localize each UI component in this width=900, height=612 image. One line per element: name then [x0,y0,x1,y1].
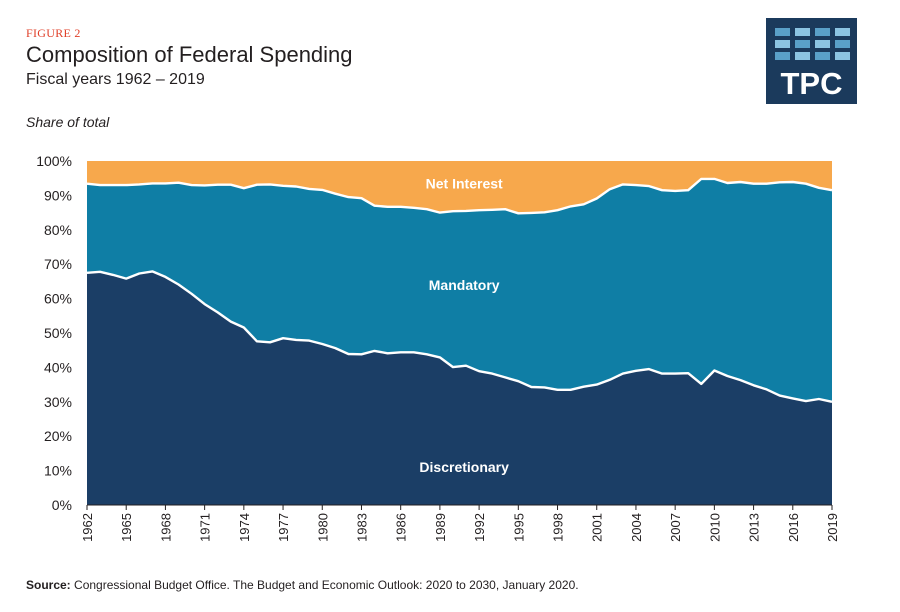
source-label: Source: [26,578,71,592]
x-tick-label: 1995 [511,513,526,542]
x-tick-label: 2007 [668,513,683,542]
mandatory-boundary-line [86,177,833,215]
logo-square [775,28,790,36]
figure-label: FIGURE 2 [26,26,81,40]
y-tick-label: 50% [44,325,72,341]
y-tick-label: 40% [44,359,72,375]
y-tick-label: 0% [52,497,72,513]
y-tick-label: 80% [44,222,72,238]
area-net-interest [87,161,832,214]
logo-grid-icon [775,28,850,60]
y-tick-label: 20% [44,428,72,444]
discretionary-boundary-line [86,270,833,403]
area-label-mandatory: Mandatory [429,277,500,293]
logo-square [815,52,830,60]
x-tick-label: 2013 [747,513,762,542]
area-discretionary [87,271,832,505]
area-mandatory [87,178,832,402]
x-tick-label: 1998 [551,513,566,542]
chart-title: Composition of Federal Spending [26,42,353,67]
x-tick-label: 1962 [80,513,95,542]
y-tick-label: 30% [44,394,72,410]
y-tick-labels: 0% 10% 20% 30% 40% 50% 60% 70% 80% 90% 100% [36,153,72,513]
y-tick-label: 90% [44,187,72,203]
x-tick-label: 1986 [394,513,409,542]
y-tick-label: 100% [36,153,72,169]
area-label-discretionary: Discretionary [419,459,509,475]
x-tick-label: 2016 [786,513,801,542]
x-tick-label: 1974 [237,513,252,542]
x-tick-label: 1989 [433,513,448,542]
x-tick-label: 2010 [707,513,722,542]
logo-square [795,52,810,60]
logo-square [835,28,850,36]
x-tick-label: 1968 [158,513,173,542]
x-tick-label: 2001 [590,513,605,542]
x-tick-label: 2019 [825,513,840,542]
logo-text: TPC [781,66,843,101]
x-tick-labels: 1962 1965 1968 1971 1974 1977 1980 1983 1986 1989… [80,513,840,542]
logo-square [775,52,790,60]
source-note: Source: Congressional Budget Office. The… [26,578,579,592]
x-tick-label: 1977 [276,513,291,542]
x-tick-label: 1971 [198,513,213,542]
logo-square [775,40,790,48]
x-tick-label: 2004 [629,513,644,542]
y-tick-label: 10% [44,463,72,479]
logo-square [795,40,810,48]
x-tick-label: 1980 [315,513,330,542]
source-text: Congressional Budget Office. The Budget … [70,578,579,592]
x-tick-label: 1983 [354,513,369,542]
logo-square [835,52,850,60]
axes [86,504,833,510]
y-tick-label: 70% [44,256,72,272]
chart-subtitle: Fiscal years 1962 – 2019 [26,71,205,88]
series-boundary-lines [86,177,833,403]
area-label-net-interest: Net Interest [426,176,503,192]
area-layers [87,161,832,505]
x-tick-label: 1965 [119,513,134,542]
x-tick-label: 1992 [472,513,487,542]
tpc-logo: TPC [766,18,857,104]
logo-square [815,40,830,48]
logo-square [835,40,850,48]
y-tick-label: 60% [44,291,72,307]
logo-square [815,28,830,36]
y-axis-label: Share of total [26,114,110,130]
area-labels: Discretionary Mandatory Net Interest [419,176,509,475]
logo-square [795,28,810,36]
